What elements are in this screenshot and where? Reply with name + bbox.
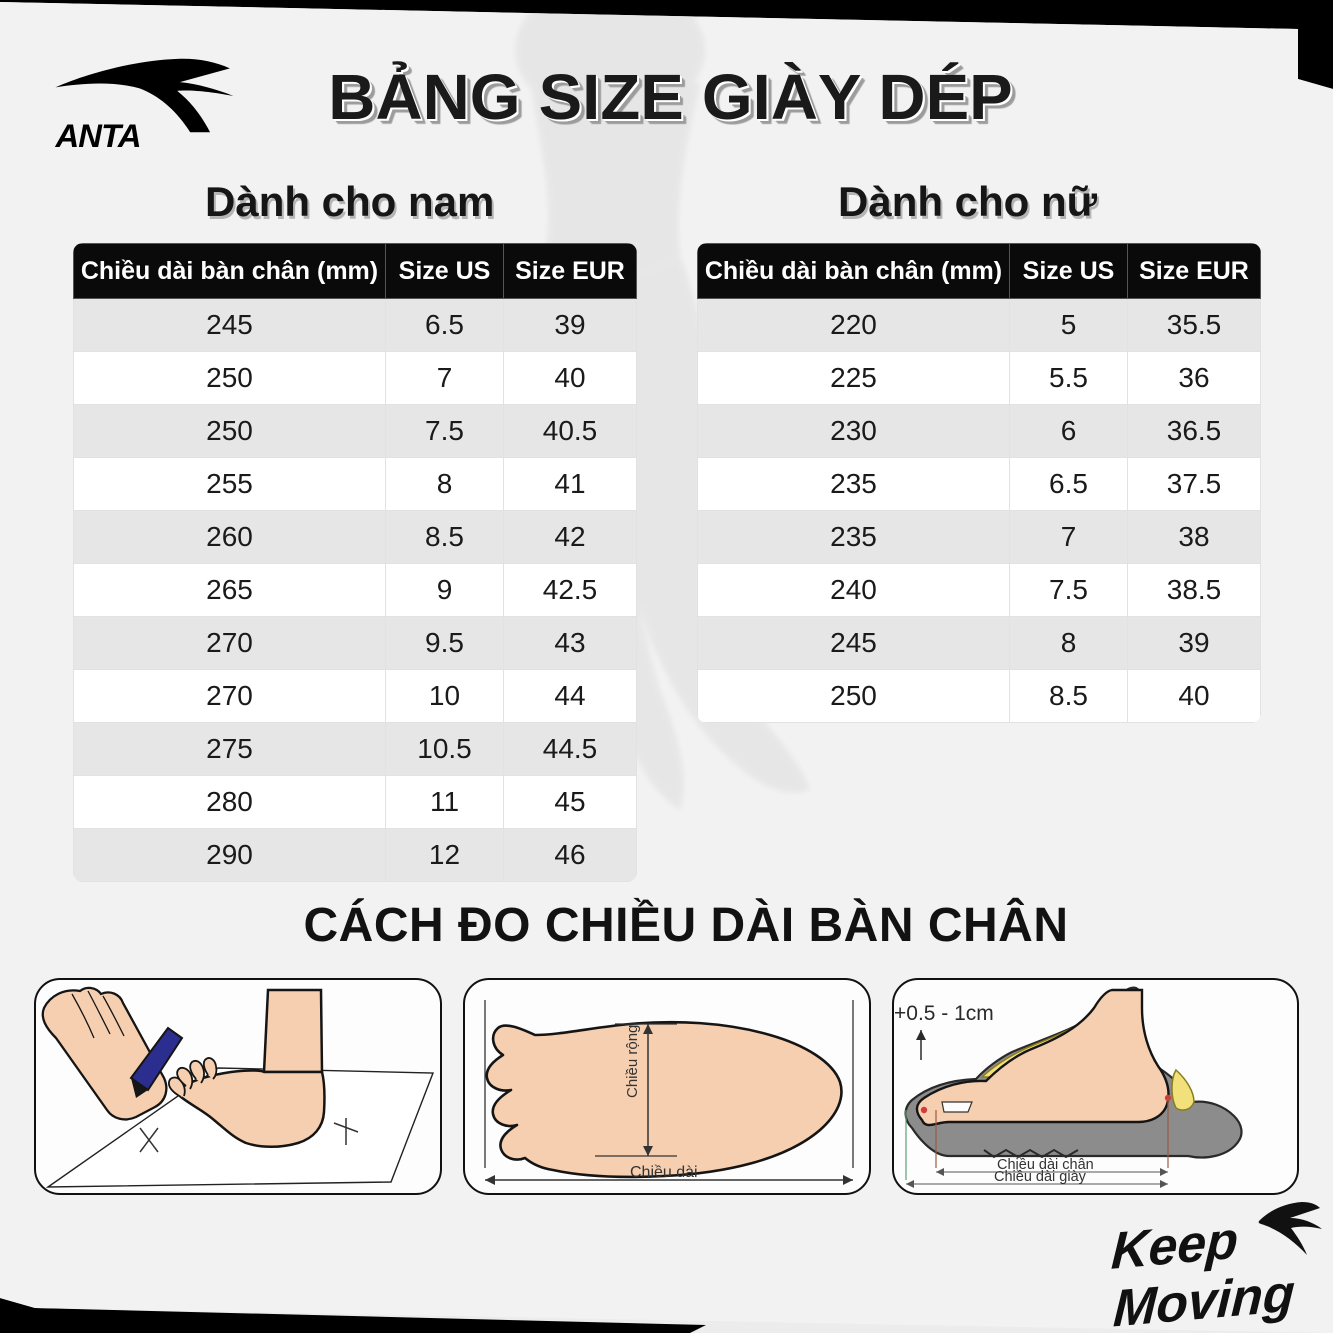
svg-text:+0.5 - 1cm: +0.5 - 1cm — [894, 1002, 994, 1025]
svg-text:ANTA: ANTA — [54, 117, 140, 153]
svg-text:Chiều dài: Chiều dài — [630, 1164, 698, 1181]
svg-text:Chiều rộng: Chiều rộng — [624, 1025, 641, 1098]
svg-text:Chiều dài giày: Chiều dài giày — [994, 1169, 1087, 1185]
